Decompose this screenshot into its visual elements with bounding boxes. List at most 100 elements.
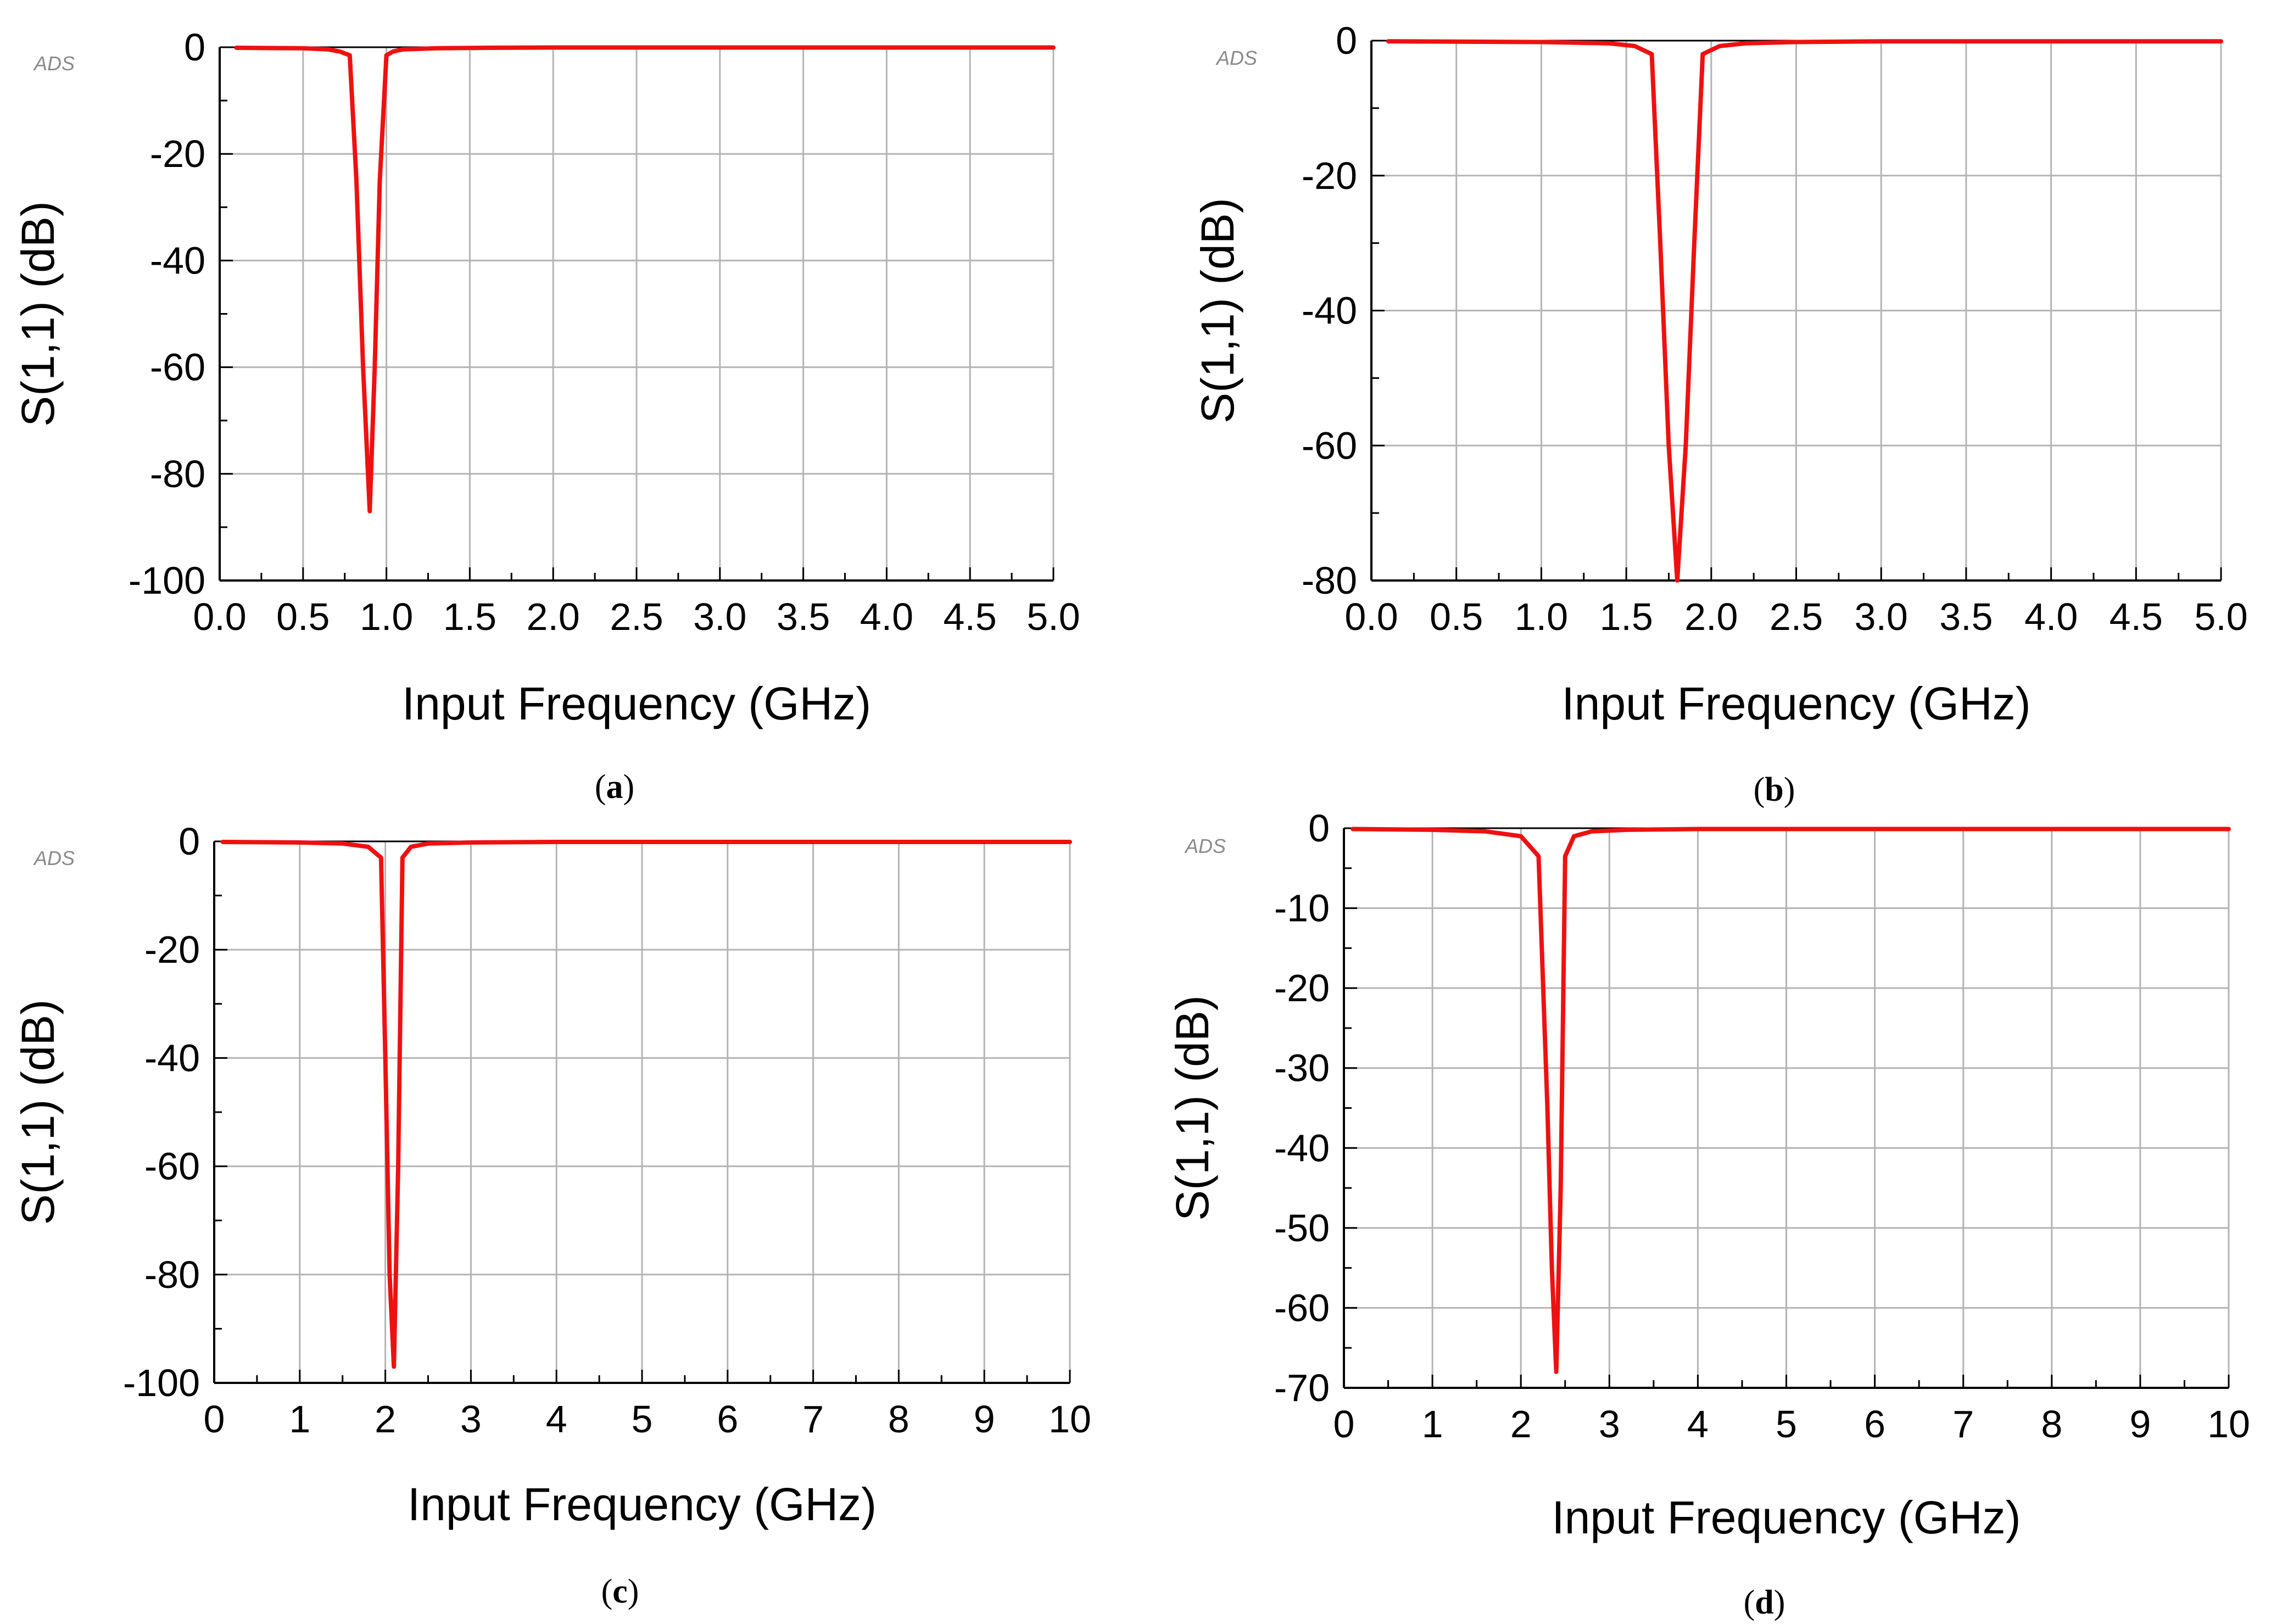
- y-tick-label: -40: [150, 239, 205, 282]
- x-tick-label: 1.5: [443, 595, 496, 638]
- y-tick-label: -40: [1274, 1126, 1330, 1169]
- chart-panel-b: 0.0 0.5 1.0 1.5 2.0 2.5 3.0 3.5 4.0 4.5 5.0 0 -20 -40…: [1192, 19, 2248, 808]
- chart-panel-c: 0 1 2 3 4 5 6 7 8 9 10 0 -20 -40 -60 -80 -100 Input Frequ…: [12, 820, 1091, 1610]
- series-line-s11: [1351, 827, 2231, 1374]
- x-axis-title: Input Frequency (GHz): [402, 678, 871, 729]
- x-tick-label: 0: [204, 1398, 225, 1441]
- panel-label-letter: a: [606, 768, 623, 806]
- y-tick-label: -20: [150, 132, 205, 175]
- x-tick-label: 3.5: [1939, 595, 1993, 638]
- series-line-s11: [234, 45, 1056, 514]
- x-axis-title: Input Frequency (GHz): [408, 1478, 877, 1530]
- panel-label: (c): [601, 1573, 639, 1610]
- panel-label: (d): [1744, 1584, 1785, 1621]
- panel-label-paren-close: ): [628, 1573, 639, 1610]
- x-axis-title: Input Frequency (GHz): [1552, 1492, 2021, 1543]
- x-tick-label: 9: [974, 1398, 995, 1441]
- x-tick-label: 3.5: [777, 595, 830, 638]
- panel-label-letter: c: [612, 1573, 628, 1610]
- panel-label-paren-close: ): [1784, 771, 1795, 808]
- x-tick-label: 6: [1864, 1403, 1885, 1446]
- panel-label-paren-open: (: [601, 1573, 613, 1610]
- x-tick-label: 1: [1422, 1403, 1443, 1446]
- y-tick-label: -100: [123, 1361, 200, 1404]
- x-tick-label: 10: [1048, 1398, 1091, 1441]
- y-tick-label: -80: [1302, 559, 1357, 602]
- series-line-s11: [220, 840, 1072, 1369]
- x-tick-label: 5.0: [1026, 595, 1080, 638]
- y-tick-label: -20: [144, 928, 200, 971]
- panel-label-paren-close: ): [623, 768, 635, 806]
- x-tick-label: 4: [546, 1398, 567, 1441]
- y-tick-label: -40: [144, 1036, 200, 1079]
- panel-label-paren-open: (: [595, 768, 606, 806]
- x-tick-label: 1.0: [360, 595, 413, 638]
- x-tick-label: 0: [1333, 1403, 1355, 1446]
- y-tick-label: 0: [178, 820, 200, 863]
- x-tick-label: 4.5: [2110, 595, 2163, 638]
- y-tick-label: 0: [1336, 19, 1357, 62]
- y-tick-label: -70: [1274, 1366, 1330, 1409]
- x-tick-label: 2.5: [1770, 595, 1823, 638]
- ads-watermark: ADS: [33, 52, 75, 75]
- x-tick-label: 4: [1687, 1403, 1709, 1446]
- x-tick-label: 4.0: [2024, 595, 2078, 638]
- x-tick-label: 4.5: [944, 595, 997, 638]
- panel-label: (a): [595, 768, 634, 806]
- series-line-s11: [1386, 39, 2223, 583]
- x-tick-label: 9: [2129, 1403, 2151, 1446]
- panel-label: (b): [1754, 771, 1795, 808]
- y-tick-label: -30: [1274, 1047, 1330, 1090]
- panel-label-paren-close: ): [1774, 1584, 1785, 1621]
- y-tick-label: 0: [1308, 807, 1330, 850]
- chart-panel-d: 0 1 2 3 4 5 6 7 8 9 10 0 -10 -20 -30 -40 -50 -60 -70 Input …: [1167, 807, 2250, 1621]
- y-tick-label: -50: [1274, 1207, 1330, 1249]
- x-tick-label: 3: [460, 1398, 482, 1441]
- x-tick-label: 3.0: [1855, 595, 1908, 638]
- x-tick-label: 8: [2041, 1403, 2062, 1446]
- panel-label-letter: d: [1755, 1584, 1773, 1621]
- x-tick-label: 1: [289, 1398, 310, 1441]
- x-tick-label: 6: [717, 1398, 738, 1441]
- y-tick-label: -80: [150, 453, 205, 495]
- x-tick-label: 0.5: [276, 595, 330, 638]
- y-tick-label: -60: [1274, 1286, 1330, 1329]
- x-tick-label: 2.5: [610, 595, 663, 638]
- x-tick-label: 3.0: [693, 595, 746, 638]
- y-tick-label: -100: [129, 559, 205, 602]
- y-axis-title: S(1,1) (dB): [12, 201, 64, 427]
- panel-label-paren-open: (: [1744, 1584, 1755, 1621]
- y-tick-label: -20: [1302, 154, 1357, 197]
- y-axis-title: S(1,1) (dB): [1192, 198, 1243, 423]
- x-tick-label: 2: [375, 1398, 396, 1441]
- x-tick-label: 10: [2207, 1403, 2250, 1446]
- y-tick-label: -60: [150, 346, 205, 389]
- x-tick-label: 5: [1776, 1403, 1797, 1446]
- y-tick-label: -10: [1274, 887, 1330, 930]
- x-tick-label: 2.0: [1684, 595, 1738, 638]
- y-tick-label: 0: [184, 26, 205, 69]
- x-tick-label: 1.5: [1599, 595, 1653, 638]
- x-tick-label: 7: [802, 1398, 824, 1441]
- y-tick-label: -60: [144, 1145, 200, 1188]
- x-tick-label: 3: [1599, 1403, 1620, 1446]
- x-tick-label: 8: [888, 1398, 909, 1441]
- x-tick-label: 0.0: [193, 595, 246, 638]
- chart-panel-a: 0.0 0.5 1.0 1.5 2.0 2.5 3.0 3.5 4.0 4.5 5.0 0 -20 -40…: [12, 26, 1080, 806]
- y-tick-label: -20: [1274, 967, 1330, 1009]
- y-axis-title: S(1,1) (dB): [12, 1000, 64, 1225]
- ads-watermark: ADS: [1215, 47, 1257, 69]
- x-tick-label: 1.0: [1515, 595, 1568, 638]
- x-tick-label: 2.0: [527, 595, 580, 638]
- panel-label-paren-open: (: [1754, 771, 1765, 808]
- ads-watermark: ADS: [1184, 835, 1226, 857]
- x-tick-label: 5.0: [2194, 595, 2247, 638]
- y-tick-label: -40: [1302, 289, 1357, 332]
- y-axis-title: S(1,1) (dB): [1167, 995, 1218, 1221]
- x-tick-label: 0.0: [1344, 595, 1398, 638]
- x-tick-label: 7: [1952, 1403, 1974, 1446]
- x-tick-label: 0.5: [1430, 595, 1483, 638]
- ads-watermark: ADS: [33, 847, 75, 869]
- x-tick-label: 4.0: [860, 595, 913, 638]
